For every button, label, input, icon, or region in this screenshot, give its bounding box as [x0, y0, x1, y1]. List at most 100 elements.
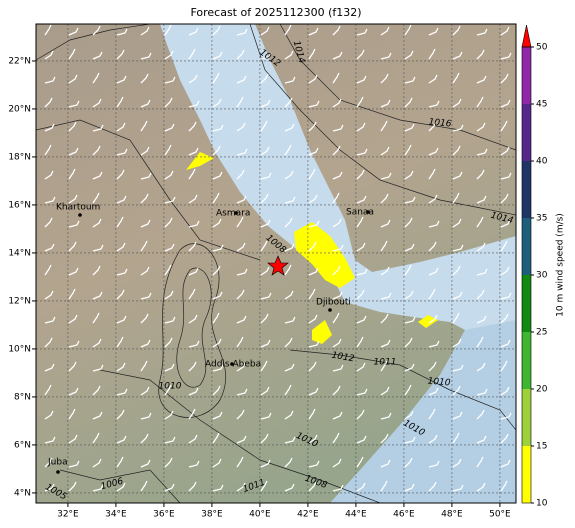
wind-barb: [44, 76, 56, 84]
wind-barb: [260, 266, 270, 276]
wind-barb: [44, 436, 56, 444]
wind-barb: [236, 169, 245, 180]
wind-barb: [476, 148, 488, 156]
wind-barb: [92, 265, 101, 276]
wind-barb: [428, 314, 438, 324]
x-tick-label: 40°E: [249, 510, 271, 520]
y-tick-label: 14°N: [8, 248, 31, 258]
wind-barb: [164, 264, 172, 276]
wind-barb: [212, 218, 222, 228]
wind-barb: [164, 76, 176, 84]
wind-barb: [140, 292, 152, 300]
wind-barb: [140, 459, 151, 468]
wind-barb: [92, 244, 104, 252]
wind-barb: [332, 145, 341, 156]
wind-barb: [140, 266, 150, 276]
wind-barb: [236, 242, 246, 252]
wind-barb: [116, 169, 125, 180]
wind-barb: [44, 290, 54, 300]
wind-barb: [44, 144, 52, 156]
ocean-shading: [330, 320, 516, 503]
wind-barb: [116, 362, 126, 372]
wind-barb: [140, 433, 149, 444]
wind-barb: [236, 362, 246, 372]
wind-barb: [236, 388, 248, 396]
wind-barb: [188, 314, 198, 324]
colorbar-segment: [522, 389, 531, 446]
wind-barb: [260, 193, 269, 204]
city-label: Khartoum: [56, 203, 100, 213]
wind-barb: [68, 147, 79, 156]
wind-barb: [476, 49, 485, 60]
wind-barb: [428, 434, 438, 444]
wind-barb: [380, 146, 390, 156]
wind-barb: [140, 120, 148, 132]
wind-barb: [284, 243, 295, 252]
wind-barb: [236, 122, 246, 132]
wind-barb: [92, 312, 100, 324]
isobar: [36, 119, 261, 261]
wind-barb: [284, 436, 296, 444]
wind-barb: [428, 340, 440, 348]
wind-barb: [164, 170, 174, 180]
wind-barb: [500, 52, 512, 60]
wind-barb: [68, 481, 77, 492]
wind-barb: [188, 48, 196, 60]
wind-barb: [188, 408, 196, 420]
isobar: [279, 24, 516, 151]
colorbar-segment: [522, 332, 531, 389]
y-tick-label: 4°N: [14, 488, 31, 498]
wind-barb: [212, 338, 222, 348]
wind-barb: [380, 240, 388, 252]
wind-barb: [428, 27, 439, 36]
wind-barb: [380, 26, 390, 36]
wind-barb: [500, 73, 509, 84]
wind-barb: [356, 28, 368, 36]
wind-barb: [68, 267, 79, 276]
wind-barb: [356, 122, 366, 132]
wind-patch: [418, 315, 438, 328]
wind-barb: [308, 27, 319, 36]
wind-barb: [404, 316, 416, 324]
graticule: [36, 24, 516, 503]
wind-barb: [140, 73, 149, 84]
wind-barb: [308, 74, 318, 84]
wind-barb: [404, 384, 412, 396]
wind-barb: [452, 312, 460, 324]
wind-barb: [356, 268, 368, 276]
wind-barb: [188, 241, 197, 252]
wind-barb: [260, 172, 272, 180]
wind-barb: [260, 480, 268, 492]
city-dot: [230, 362, 234, 366]
wind-barb: [188, 361, 197, 372]
wind-barb: [500, 433, 509, 444]
wind-barb: [452, 432, 460, 444]
wind-barb: [44, 170, 54, 180]
wind-barb: [260, 52, 272, 60]
colorbar-tick-label: 10: [536, 499, 548, 509]
wind-barb: [236, 409, 245, 420]
wind-barb: [476, 456, 484, 468]
wind-barb: [380, 99, 391, 108]
wind-barb: [68, 241, 77, 252]
wind-barb: [428, 220, 440, 228]
wind-barb: [404, 436, 416, 444]
colorbar-segment: [522, 161, 531, 218]
wind-barb: [356, 315, 367, 324]
colorbar-segment: [522, 275, 531, 332]
wind-patch: [294, 222, 355, 288]
wind-barb: [428, 267, 439, 276]
wind-barb: [428, 241, 437, 252]
wind-barb: [452, 458, 462, 468]
wind-barb: [380, 459, 391, 468]
wind-barb: [332, 51, 343, 60]
wind-barb: [188, 220, 200, 228]
wind-barb: [404, 24, 412, 36]
wind-barb: [500, 412, 512, 420]
wind-barb: [260, 339, 271, 348]
wind-barb: [68, 194, 78, 204]
wind-barb: [284, 50, 294, 60]
colorbar-segment: [522, 47, 531, 104]
wind-barb: [140, 219, 151, 228]
wind-barb: [44, 217, 53, 228]
